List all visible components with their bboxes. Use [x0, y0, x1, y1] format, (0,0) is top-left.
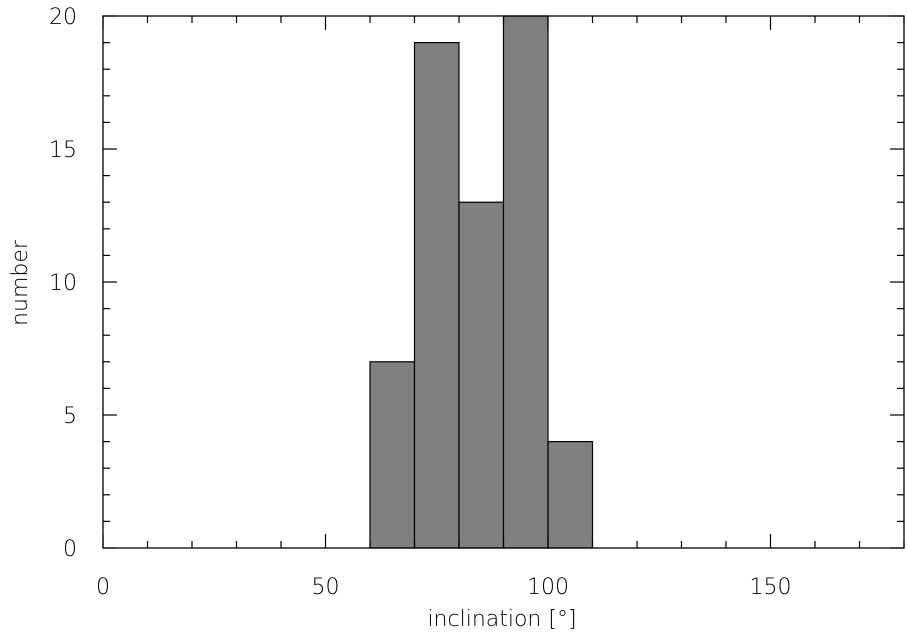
x-tick-label: 100	[527, 575, 569, 600]
plot-frame	[102, 15, 905, 549]
histogram-bar-4	[502, 15, 549, 549]
y-tick-label: 5	[63, 404, 77, 429]
y-tick-label: 15	[49, 138, 77, 163]
y-tick-label: 0	[63, 537, 77, 562]
x-tick-label: 0	[96, 575, 110, 600]
histogram-bar-2	[413, 41, 460, 549]
histogram-bar-1	[369, 361, 416, 549]
y-axis-label: number	[8, 239, 33, 326]
y-tick-label: 10	[49, 271, 77, 296]
y-tick-label: 20	[49, 5, 77, 30]
tick-labels-group: 0 50 100 150 0 5 10 15 20	[49, 5, 792, 600]
x-axis-label: inclination [°]	[427, 607, 576, 632]
x-tick-label: 50	[312, 575, 340, 600]
histogram-bar-5	[547, 441, 594, 549]
bars-group	[369, 15, 594, 549]
x-tick-label: 150	[750, 575, 792, 600]
histogram-bar-3	[458, 201, 505, 549]
